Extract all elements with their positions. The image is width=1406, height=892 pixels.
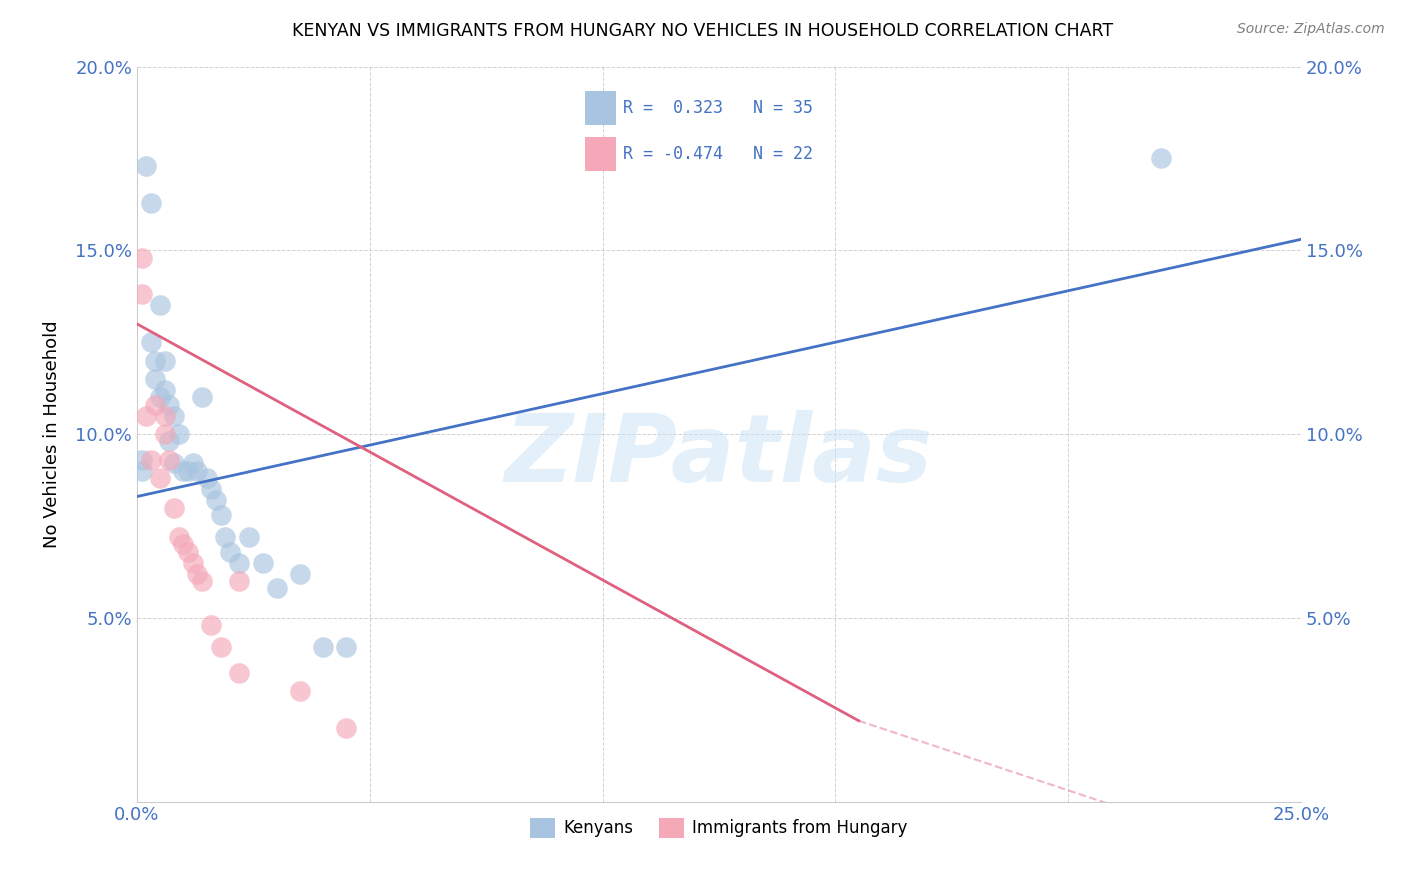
Text: Source: ZipAtlas.com: Source: ZipAtlas.com: [1237, 22, 1385, 37]
Point: [145, 398, 167, 412]
Point: [228, 556, 250, 570]
Point: [131, 287, 153, 301]
Point: [159, 398, 181, 412]
Point: [214, 530, 236, 544]
Point: [167, 427, 190, 442]
Point: [335, 640, 357, 655]
Point: [200, 618, 222, 632]
Point: [135, 159, 157, 173]
Point: [172, 464, 194, 478]
Point: [163, 500, 186, 515]
Point: [131, 464, 153, 478]
Point: [195, 471, 218, 485]
Point: [172, 537, 194, 551]
Y-axis label: No Vehicles in Household: No Vehicles in Household: [44, 320, 60, 548]
Point: [177, 544, 200, 558]
Point: [312, 640, 335, 655]
Point: [139, 452, 162, 467]
Point: [177, 464, 200, 478]
Point: [266, 582, 288, 596]
Point: [149, 390, 172, 404]
Point: [153, 409, 176, 423]
Point: [153, 383, 176, 397]
Point: [163, 457, 186, 471]
Point: [191, 574, 214, 588]
Point: [149, 471, 172, 485]
Point: [200, 482, 222, 496]
Point: [139, 335, 162, 350]
Point: [1150, 152, 1173, 166]
Point: [131, 251, 153, 265]
Point: [186, 566, 208, 581]
Point: [219, 544, 242, 558]
Point: [153, 427, 176, 442]
Point: [145, 372, 167, 386]
Point: [209, 640, 232, 655]
Point: [209, 508, 232, 522]
Point: [181, 556, 204, 570]
Point: [167, 530, 190, 544]
Point: [335, 721, 357, 735]
Point: [228, 574, 250, 588]
Point: [288, 566, 311, 581]
Point: [191, 390, 214, 404]
Text: KENYAN VS IMMIGRANTS FROM HUNGARY NO VEHICLES IN HOUSEHOLD CORRELATION CHART: KENYAN VS IMMIGRANTS FROM HUNGARY NO VEH…: [292, 22, 1114, 40]
Legend: Kenyans, Immigrants from Hungary: Kenyans, Immigrants from Hungary: [524, 811, 914, 845]
Point: [252, 556, 274, 570]
Point: [149, 298, 172, 312]
Point: [238, 530, 260, 544]
Text: ZIPatlas: ZIPatlas: [505, 410, 934, 502]
Point: [159, 452, 181, 467]
Point: [131, 452, 153, 467]
Point: [145, 353, 167, 368]
Point: [186, 464, 208, 478]
Point: [228, 665, 250, 680]
Point: [135, 409, 157, 423]
Point: [139, 195, 162, 210]
Point: [205, 493, 228, 508]
Point: [153, 353, 176, 368]
Point: [181, 457, 204, 471]
Point: [159, 434, 181, 449]
Point: [163, 409, 186, 423]
Point: [288, 684, 311, 698]
